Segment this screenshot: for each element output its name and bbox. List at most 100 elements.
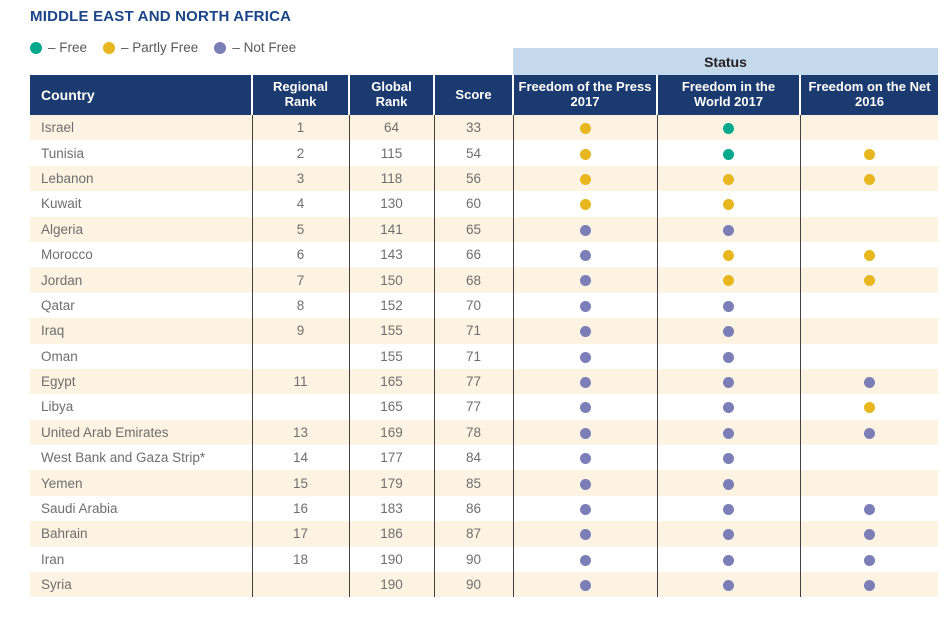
status-dot-not-free [579,377,591,389]
world-2017-status-cell [656,445,800,471]
global-rank-cell: 64 [348,115,434,141]
status-dot-not-free [723,503,734,515]
table-row: Syria 190 90 [30,572,938,598]
world-2017-status-cell [656,394,800,420]
table-row: Iran 18 190 90 [30,546,938,573]
score-cell: 90 [433,546,513,573]
table-body: Israel 1 64 33 Tunisia 2 115 54 Lebanon 3 118 56 Kuw… [30,115,938,598]
legend-item-free: – Free [30,40,87,55]
net-2016-status-cell [799,546,938,573]
status-dot-not-free [723,580,734,592]
press-2017-status-cell [512,165,657,192]
regional-rank-cell: 17 [251,521,349,547]
table-row: Egypt 11 165 77 [30,368,938,395]
global-rank-cell: 165 [348,394,434,420]
score-cell: 65 [433,216,513,242]
legend-label: – Free [48,40,88,55]
column-header-global-rank: Global Rank [348,75,434,115]
world-2017-status-cell [656,140,800,166]
press-2017-status-cell [512,445,657,471]
country-cell: Iran [30,546,252,573]
status-group-header: Status [513,48,938,75]
status-dot-partly-free [579,123,591,135]
table-row: Saudi Arabia 16 183 86 [30,495,938,522]
column-header-country: Country [30,75,252,115]
status-dot-not-free [863,503,875,515]
global-rank-cell: 190 [348,546,434,573]
world-2017-status-cell [656,419,800,446]
world-2017-status-cell [656,368,800,395]
country-cell: Kuwait [30,191,252,217]
global-rank-cell: 179 [348,470,434,496]
press-2017-status-cell [512,292,657,319]
net-2016-status-cell [799,445,938,471]
legend-item-partly-free: – Partly Free [103,40,198,55]
net-2016-status-cell [799,292,938,319]
regional-rank-cell: 14 [251,445,349,471]
regional-rank-cell [251,394,349,420]
world-2017-status-cell [656,267,800,293]
rank-table: Status Country Regional Rank Global Rank… [30,48,938,598]
score-cell: 71 [433,318,513,344]
column-header-press-2017: Freedom of the Press 2017 [512,75,657,115]
page-title: MIDDLE EAST AND NORTH AFRICA [30,8,292,25]
status-band-spacer [30,48,513,75]
world-2017-status-cell [656,292,800,319]
world-2017-status-cell [656,343,800,369]
regional-rank-cell: 16 [251,495,349,522]
country-cell: Israel [30,115,252,141]
country-cell: Libya [30,394,252,420]
world-2017-status-cell [656,572,800,598]
table-row: Algeria 5 141 65 [30,216,938,242]
world-2017-status-cell [656,495,800,522]
status-dot-not-free [579,300,591,312]
press-2017-status-cell [512,140,657,166]
status-dot-not-free [723,427,734,439]
legend-item-not-free: – Not Free [214,40,296,55]
press-2017-status-cell [512,216,657,242]
country-cell: Yemen [30,470,252,496]
net-2016-status-cell [799,470,938,496]
status-dot-not-free [863,377,875,389]
press-2017-status-cell [512,368,657,395]
not-free-dot-icon [214,41,227,54]
status-dot-not-free [723,529,734,541]
country-cell: Qatar [30,292,252,319]
status-dot-not-free [723,300,734,312]
table-row: Kuwait 4 130 60 [30,191,938,217]
regional-rank-cell: 1 [251,115,349,141]
global-rank-cell: 165 [348,368,434,395]
global-rank-cell: 155 [348,318,434,344]
press-2017-status-cell [512,191,657,217]
regional-rank-cell [251,343,349,369]
world-2017-status-cell [656,546,800,573]
score-cell: 85 [433,470,513,496]
country-cell: Lebanon [30,165,252,192]
net-2016-status-cell [799,241,938,268]
press-2017-status-cell [512,572,657,598]
regional-rank-cell: 7 [251,267,349,293]
column-header-world-2017: Freedom in the World 2017 [656,75,800,115]
regional-rank-cell: 4 [251,191,349,217]
status-dot-not-free [579,427,591,439]
global-rank-cell: 169 [348,419,434,446]
table-row: United Arab Emirates 13 169 78 [30,419,938,446]
status-dot-partly-free [863,402,875,414]
status-dot-partly-free [579,173,591,185]
net-2016-status-cell [799,267,938,293]
country-cell: Jordan [30,267,252,293]
global-rank-cell: 152 [348,292,434,319]
score-cell: 86 [433,495,513,522]
press-2017-status-cell [512,394,657,420]
status-dot-partly-free [863,275,875,287]
regional-rank-cell [251,572,349,598]
country-cell: Tunisia [30,140,252,166]
table-row: Yemen 15 179 85 [30,470,938,496]
world-2017-status-cell [656,165,800,192]
regional-rank-cell: 3 [251,165,349,192]
score-cell: 71 [433,343,513,369]
global-rank-cell: 130 [348,191,434,217]
score-cell: 77 [433,368,513,395]
net-2016-status-cell [799,165,938,192]
table-row: Lebanon 3 118 56 [30,165,938,192]
